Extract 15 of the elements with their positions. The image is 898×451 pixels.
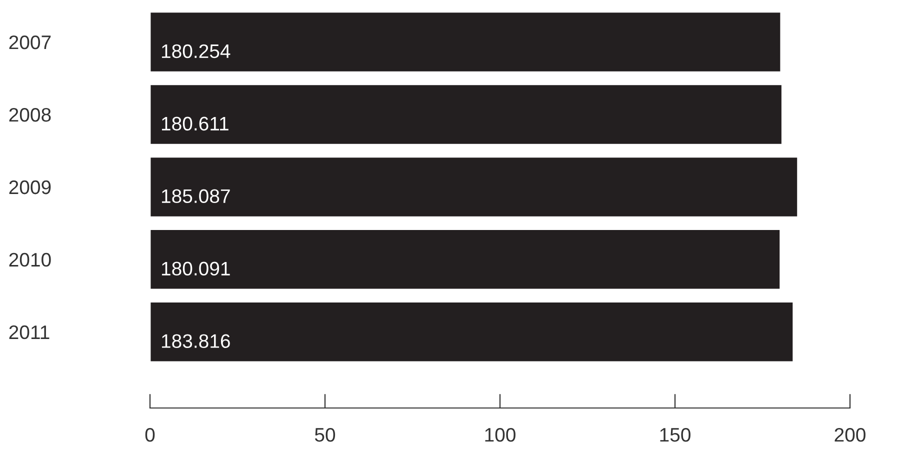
y-tick-label: 2010 (9, 252, 51, 267)
data-label: 183.816 (162, 334, 230, 348)
y-tick-label: 2007 (9, 35, 51, 50)
data-label: 185.087 (162, 189, 230, 204)
x-tick-label: 0 (145, 428, 155, 442)
data-label: 180.611 (162, 116, 228, 131)
x-tick-label: 100 (485, 428, 516, 442)
x-tick-label: 50 (314, 428, 336, 442)
y-tick-label: 2008 (9, 108, 51, 122)
data-label: 180.254 (162, 44, 230, 58)
x-tick-label: 200 (834, 428, 866, 442)
y-tick-label: 2011 (9, 325, 50, 340)
data-label: 180.091 (162, 262, 230, 276)
x-tick-label: 150 (660, 428, 690, 442)
y-tick-label: 2009 (9, 180, 51, 194)
